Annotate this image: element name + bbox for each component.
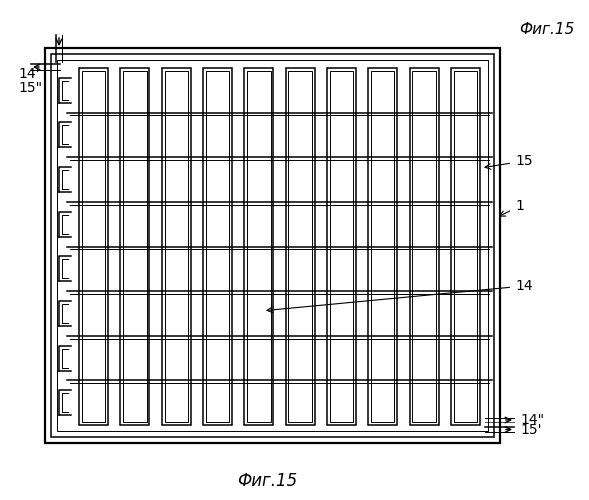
- Text: 15: 15: [485, 154, 532, 169]
- Bar: [327, 68, 356, 425]
- Bar: [164, 71, 188, 422]
- Bar: [371, 71, 395, 422]
- Bar: [409, 68, 438, 425]
- Bar: [203, 68, 232, 425]
- Bar: [123, 71, 147, 422]
- Bar: [51, 54, 494, 437]
- Text: 15': 15': [520, 422, 541, 436]
- Bar: [206, 71, 229, 422]
- Bar: [454, 71, 477, 422]
- Bar: [286, 68, 315, 425]
- Text: 14: 14: [267, 279, 532, 312]
- Bar: [162, 68, 191, 425]
- Bar: [451, 68, 480, 425]
- Bar: [82, 71, 105, 422]
- Bar: [244, 68, 273, 425]
- Bar: [330, 71, 353, 422]
- Bar: [412, 71, 436, 422]
- Bar: [79, 68, 108, 425]
- Bar: [57, 60, 488, 431]
- Bar: [45, 48, 500, 443]
- Text: 1: 1: [499, 199, 524, 216]
- Text: Фиг.15: Фиг.15: [519, 22, 575, 37]
- Text: 14': 14': [18, 67, 39, 81]
- Text: 15": 15": [18, 81, 42, 95]
- Bar: [368, 68, 397, 425]
- Bar: [247, 71, 270, 422]
- Bar: [289, 71, 312, 422]
- Text: 14": 14": [520, 413, 544, 427]
- Text: Фиг.15: Фиг.15: [237, 472, 297, 490]
- Bar: [121, 68, 150, 425]
